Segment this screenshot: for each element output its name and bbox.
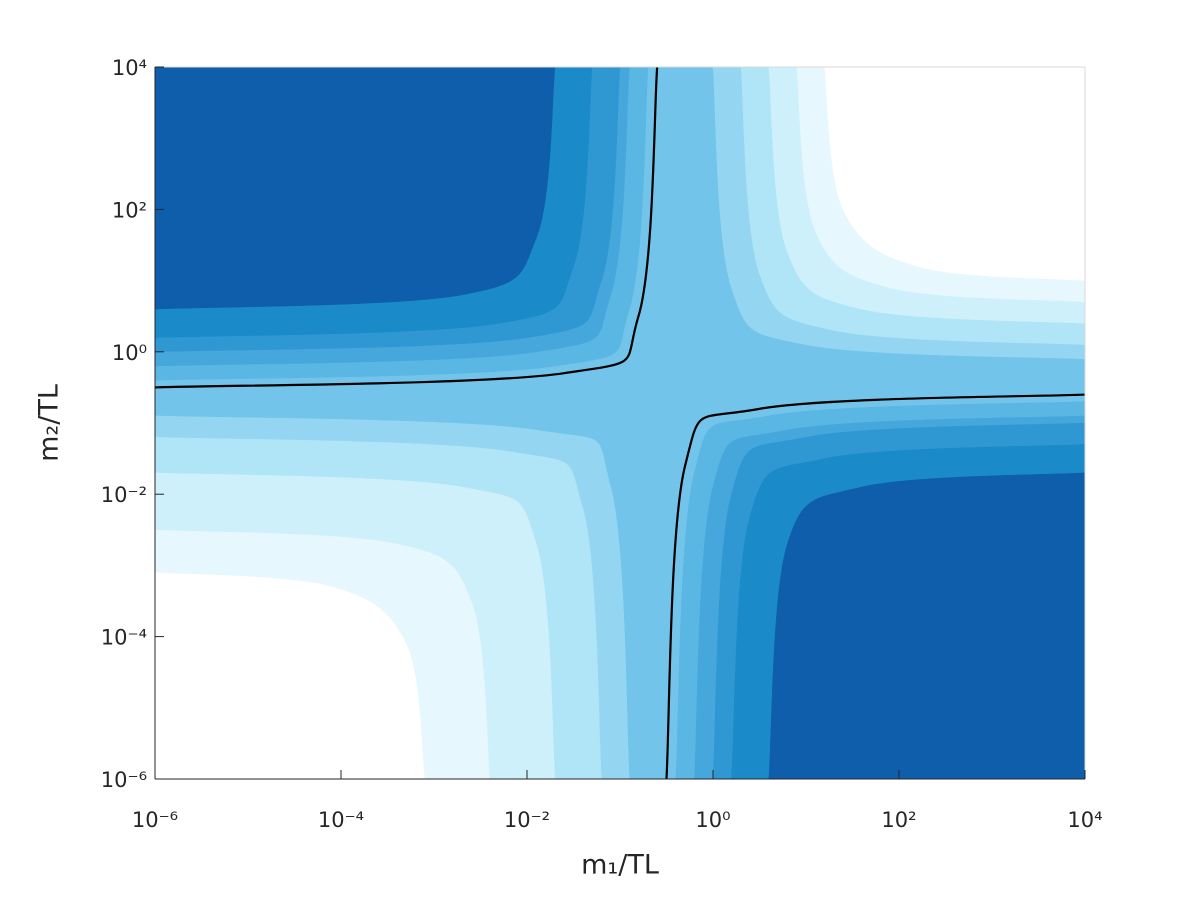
y-tick-label: 10⁻² bbox=[101, 483, 147, 507]
y-tick-label: 10⁰ bbox=[112, 341, 147, 365]
axes: 10⁻⁶ 10⁻⁴ 10⁻² 10⁰ 10² 10⁴ 10⁻⁶ 10⁻⁴ 10⁻² 10⁰ 10² 1… bbox=[101, 56, 1103, 832]
x-tick-label: 10⁴ bbox=[1067, 808, 1102, 832]
y-tick-label: 10⁻⁴ bbox=[101, 626, 147, 650]
x-tick-label: 10² bbox=[881, 808, 916, 832]
contour-region bbox=[155, 67, 556, 310]
contour-region bbox=[824, 67, 1085, 281]
x-tick-label: 10⁻⁶ bbox=[132, 808, 178, 832]
contour-region bbox=[155, 572, 425, 779]
contour-line bbox=[155, 67, 1085, 779]
plot-area bbox=[155, 67, 1085, 779]
y-axis-label: m₂/TL bbox=[34, 384, 65, 462]
contour-region bbox=[768, 472, 1085, 779]
y-tick-label: 10² bbox=[112, 198, 147, 222]
y-tick-label: 10⁴ bbox=[112, 56, 147, 80]
y-tick-label: 10⁻⁶ bbox=[101, 768, 147, 792]
x-tick-label: 10⁻² bbox=[504, 808, 550, 832]
x-tick-label: 10⁰ bbox=[695, 808, 730, 832]
x-axis-label: m₁/TL bbox=[581, 850, 659, 881]
x-tick-label: 10⁻⁴ bbox=[318, 808, 364, 832]
